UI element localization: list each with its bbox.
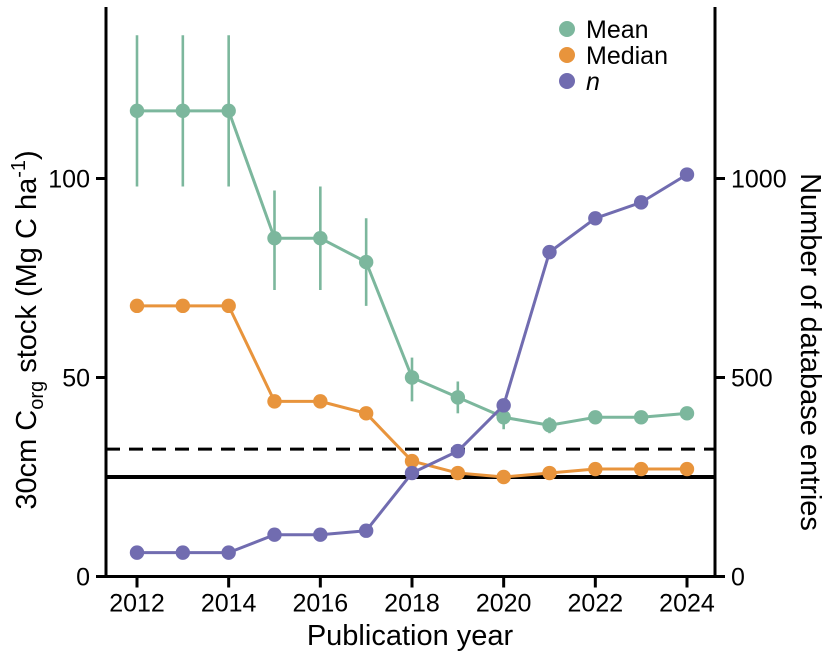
n-data-point: [175, 545, 191, 560]
n-data-point: [358, 523, 374, 538]
median-data-point: [175, 298, 191, 314]
y-left-label-part: stock (Mg C ha: [11, 177, 43, 381]
n-data-point: [313, 527, 328, 542]
legend-label-n: n: [586, 68, 600, 96]
y-left-label-part: ): [11, 150, 43, 160]
left-tick-label: 0: [76, 564, 90, 592]
legend-marker-n: [559, 73, 575, 89]
y-left-label-subscript: org: [26, 381, 48, 410]
left-tick-label: 50: [62, 365, 90, 393]
median-data-point: [588, 461, 603, 477]
legend-label-mean: Mean: [586, 16, 649, 44]
y-left-label-part: 30cm C: [11, 410, 43, 510]
legend-marker-median: [559, 47, 575, 63]
x-tick-label: 2014: [201, 590, 257, 618]
legend-marker-mean: [559, 21, 575, 37]
mean-data-point: [404, 370, 420, 385]
x-axis-title: Publication year: [307, 620, 514, 652]
mean-data-point: [496, 410, 511, 425]
y-axis-title-right: Number of database entries: [794, 173, 826, 531]
legend: Mean Median n: [559, 16, 668, 96]
median-data-point: [404, 453, 420, 469]
n-data-point: [633, 195, 649, 210]
mean-data-point: [679, 406, 695, 421]
y-left-label-superscript: -1: [8, 160, 30, 178]
mean-data-point: [267, 231, 282, 246]
right-tick-label: 1000: [731, 166, 787, 194]
median-data-point: [129, 298, 145, 314]
mean-data-point: [129, 103, 145, 119]
median-data-point: [358, 406, 374, 421]
mean-data-point: [588, 410, 603, 425]
n-data-point: [496, 398, 511, 413]
median-data-point: [313, 394, 328, 409]
median-data-point: [679, 461, 695, 477]
median-data-point: [496, 469, 511, 485]
right-tick-label: 0: [731, 564, 745, 592]
n-data-point: [267, 527, 282, 542]
x-tick-label: 2020: [476, 590, 532, 618]
mean-data-point: [450, 390, 466, 405]
x-tick-label: 2018: [384, 590, 440, 618]
x-tick-label: 2016: [293, 590, 349, 618]
n-data-point: [542, 244, 557, 260]
mean-data-point: [633, 410, 649, 425]
right-tick-label: 500: [731, 365, 773, 393]
median-data-point: [542, 465, 557, 481]
median-data-point: [450, 465, 466, 481]
n-data-point: [129, 545, 145, 560]
mean-data-point: [221, 103, 236, 119]
mean-data-point: [542, 418, 557, 433]
n-data-point: [450, 443, 466, 459]
median-data-point: [221, 298, 236, 314]
legend-label-median: Median: [586, 42, 668, 70]
x-tick-label: 2024: [659, 590, 715, 618]
n-data-point: [221, 545, 236, 560]
chart-series-layer: [129, 35, 695, 560]
left-tick-label: 100: [48, 166, 90, 194]
mean-data-point: [313, 231, 328, 246]
mean-data-point: [175, 103, 191, 119]
mean-data-point: [358, 254, 374, 270]
n-data-point: [404, 465, 420, 481]
n-data-point: [588, 211, 603, 226]
median-data-point: [633, 461, 649, 477]
median-data-point: [267, 394, 282, 409]
x-tick-label: 2022: [568, 590, 624, 618]
x-tick-label: 2012: [109, 590, 165, 618]
y-axis-title-left: 30cm Corg stock (Mg C ha-1): [8, 150, 48, 509]
n-data-point: [679, 167, 695, 182]
